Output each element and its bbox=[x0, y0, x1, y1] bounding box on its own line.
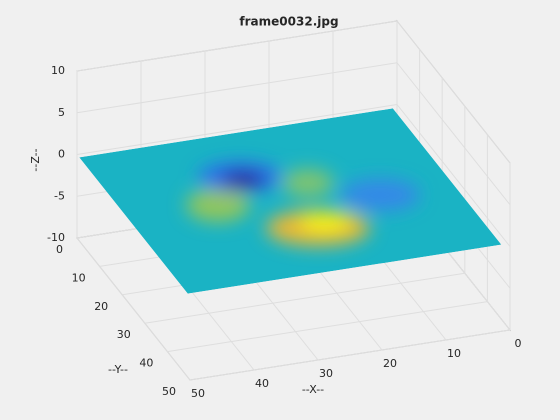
surface-shading bbox=[186, 162, 420, 246]
grid-line bbox=[396, 20, 511, 164]
grid-line bbox=[396, 104, 511, 247]
x-tick-label: 10 bbox=[447, 347, 461, 360]
y-axis-label: --Y-- bbox=[108, 363, 128, 376]
x-tick-label: 30 bbox=[319, 367, 333, 380]
z-tick-label: 0 bbox=[58, 148, 65, 161]
grid-line bbox=[76, 237, 191, 381]
grid-line bbox=[167, 301, 488, 353]
y-tick-label: 10 bbox=[72, 271, 86, 284]
surface bbox=[79, 108, 502, 294]
x-tick-label: 20 bbox=[383, 357, 397, 370]
z-tick-label: -10 bbox=[47, 231, 65, 244]
z-axis-label: --Z-- bbox=[29, 148, 42, 171]
x-tick-label: 50 bbox=[191, 387, 205, 400]
y-tick-label: 20 bbox=[94, 300, 108, 313]
grid-line bbox=[396, 62, 511, 206]
y-tick-label: 50 bbox=[162, 385, 176, 398]
y-tick-label: 40 bbox=[139, 357, 153, 370]
tick-labels: 0 10 20 30 40 50 0 10 20 30 40 50 -10 -5 0 5 10 bbox=[47, 64, 521, 400]
grid-line bbox=[76, 104, 398, 155]
x-axis-label: --X-- bbox=[302, 383, 324, 396]
surface-base bbox=[79, 108, 502, 294]
grid-line bbox=[144, 272, 465, 324]
chart-title: frame0032.jpg bbox=[239, 15, 338, 29]
x-tick-label: 0 bbox=[515, 337, 522, 350]
y-tick-label: 30 bbox=[117, 328, 131, 341]
x-tick-label: 40 bbox=[255, 377, 269, 390]
z-tick-label: 5 bbox=[58, 106, 65, 119]
z-tick-label: -5 bbox=[54, 189, 65, 202]
grid-line bbox=[189, 329, 511, 381]
z-tick-label: 10 bbox=[51, 64, 65, 77]
y-tick-label: 0 bbox=[56, 243, 63, 256]
grid-line bbox=[76, 20, 398, 72]
grid-line bbox=[76, 62, 398, 114]
